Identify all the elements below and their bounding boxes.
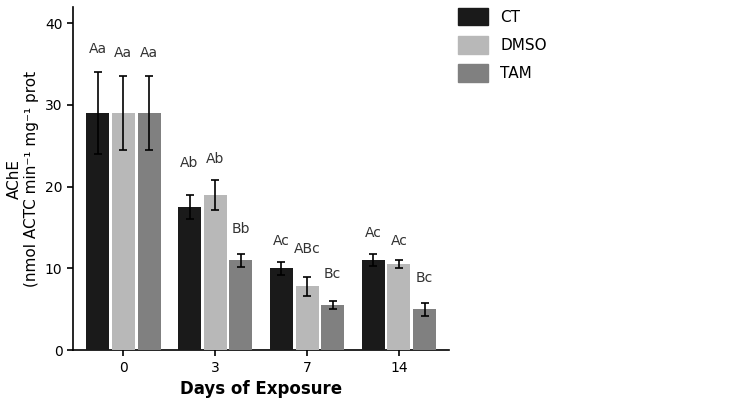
Bar bbox=[388, 264, 410, 350]
Text: Aa: Aa bbox=[140, 46, 158, 60]
Text: ABc: ABc bbox=[294, 242, 321, 256]
Text: Bc: Bc bbox=[416, 271, 433, 285]
Text: Aa: Aa bbox=[115, 46, 132, 60]
Bar bbox=[204, 195, 227, 350]
X-axis label: Days of Exposure: Days of Exposure bbox=[180, 380, 342, 398]
Text: Aa: Aa bbox=[89, 42, 107, 56]
Bar bbox=[295, 286, 318, 350]
Text: Ac: Ac bbox=[273, 234, 289, 248]
Bar bbox=[86, 113, 109, 350]
Text: Ac: Ac bbox=[391, 234, 407, 248]
Bar bbox=[229, 260, 252, 350]
Bar bbox=[178, 207, 201, 350]
Bar bbox=[138, 113, 161, 350]
Text: Ab: Ab bbox=[180, 156, 199, 171]
Text: Ab: Ab bbox=[206, 152, 225, 166]
Text: Ac: Ac bbox=[365, 226, 382, 240]
Bar bbox=[112, 113, 135, 350]
Bar bbox=[270, 269, 293, 350]
Text: Bc: Bc bbox=[324, 266, 341, 281]
Bar bbox=[321, 305, 344, 350]
Bar bbox=[362, 260, 385, 350]
Y-axis label: AChE
(nmol ACTC min⁻¹ mg⁻¹ prot: AChE (nmol ACTC min⁻¹ mg⁻¹ prot bbox=[7, 70, 39, 287]
Bar bbox=[413, 309, 436, 350]
Legend: CT, DMSO, TAM: CT, DMSO, TAM bbox=[458, 8, 547, 82]
Text: Bb: Bb bbox=[231, 222, 250, 236]
